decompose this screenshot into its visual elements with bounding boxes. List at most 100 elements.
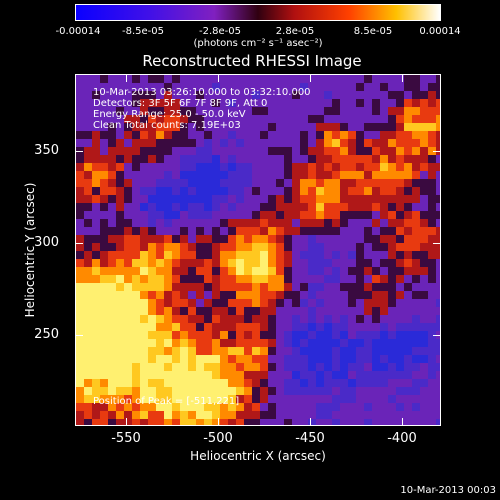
image-pixel [380,203,388,211]
image-pixel [428,267,436,275]
image-pixel [140,195,148,203]
image-pixel [308,123,316,131]
image-pixel [324,147,332,155]
image-pixel [236,211,244,219]
image-pixel [180,283,188,291]
image-pixel [316,235,324,243]
image-pixel [308,139,316,147]
image-pixel [388,195,396,203]
image-pixel [212,99,220,107]
image-pixel [420,419,428,425]
image-pixel [292,107,300,115]
image-pixel [316,75,324,83]
image-pixel [404,419,412,425]
image-pixel [212,363,220,371]
image-pixel [340,315,348,323]
image-pixel [76,107,84,115]
image-pixel [92,259,100,267]
image-pixel [388,267,396,275]
image-pixel [324,403,332,411]
image-pixel [364,243,372,251]
image-pixel [220,99,228,107]
image-pixel [236,419,244,425]
image-pixel [404,387,412,395]
image-pixel [300,195,308,203]
image-pixel [148,211,156,219]
image-pixel [348,171,356,179]
image-pixel [324,379,332,387]
image-pixel [244,195,252,203]
image-pixel [84,147,92,155]
image-pixel [260,203,268,211]
image-pixel [364,179,372,187]
image-pixel [252,83,260,91]
image-pixel [220,347,228,355]
image-pixel [316,347,324,355]
image-pixel [188,163,196,171]
image-pixel [436,195,440,203]
image-pixel [92,347,100,355]
image-pixel [372,267,380,275]
image-pixel [148,243,156,251]
image-pixel [396,315,404,323]
image-pixel [92,139,100,147]
image-pixel [324,411,332,419]
image-pixel [340,211,348,219]
image-pixel [428,99,436,107]
image-pixel [260,163,268,171]
image-pixel [388,171,396,179]
image-pixel [116,219,124,227]
image-pixel [388,115,396,123]
image-pixel [324,283,332,291]
image-pixel [436,227,440,235]
image-pixel [340,267,348,275]
image-pixel [340,275,348,283]
image-pixel [252,323,260,331]
image-pixel [372,163,380,171]
image-pixel [84,83,92,91]
image-pixel [236,155,244,163]
image-pixel [124,315,132,323]
image-pixel [356,123,364,131]
image-pixel [348,331,356,339]
image-pixel [268,83,276,91]
image-pixel [84,291,92,299]
image-pixel [156,267,164,275]
image-pixel [292,155,300,163]
image-pixel [284,187,292,195]
image-pixel [140,315,148,323]
image-pixel [404,299,412,307]
image-pixel [268,75,276,83]
image-pixel [212,283,220,291]
image-pixel [428,323,436,331]
image-pixel [76,323,84,331]
image-pixel [236,339,244,347]
image-pixel [276,219,284,227]
image-pixel [356,131,364,139]
image-pixel [220,299,228,307]
image-pixel [124,379,132,387]
image-pixel [340,139,348,147]
image-pixel [276,371,284,379]
image-pixel [420,131,428,139]
image-pixel [244,211,252,219]
image-pixel [356,387,364,395]
image-pixel [396,267,404,275]
image-pixel [108,187,116,195]
image-pixel [100,179,108,187]
image-pixel [236,387,244,395]
image-pixel [420,91,428,99]
image-pixel [284,339,292,347]
image-pixel [252,219,260,227]
image-pixel [436,419,440,425]
image-pixel [404,83,412,91]
image-pixel [348,259,356,267]
image-pixel [116,395,124,403]
image-pixel [404,411,412,419]
image-pixel [156,371,164,379]
image-pixel [108,371,116,379]
image-pixel [324,299,332,307]
image-pixel [180,387,188,395]
image-pixel [108,419,116,425]
image-pixel [108,107,116,115]
